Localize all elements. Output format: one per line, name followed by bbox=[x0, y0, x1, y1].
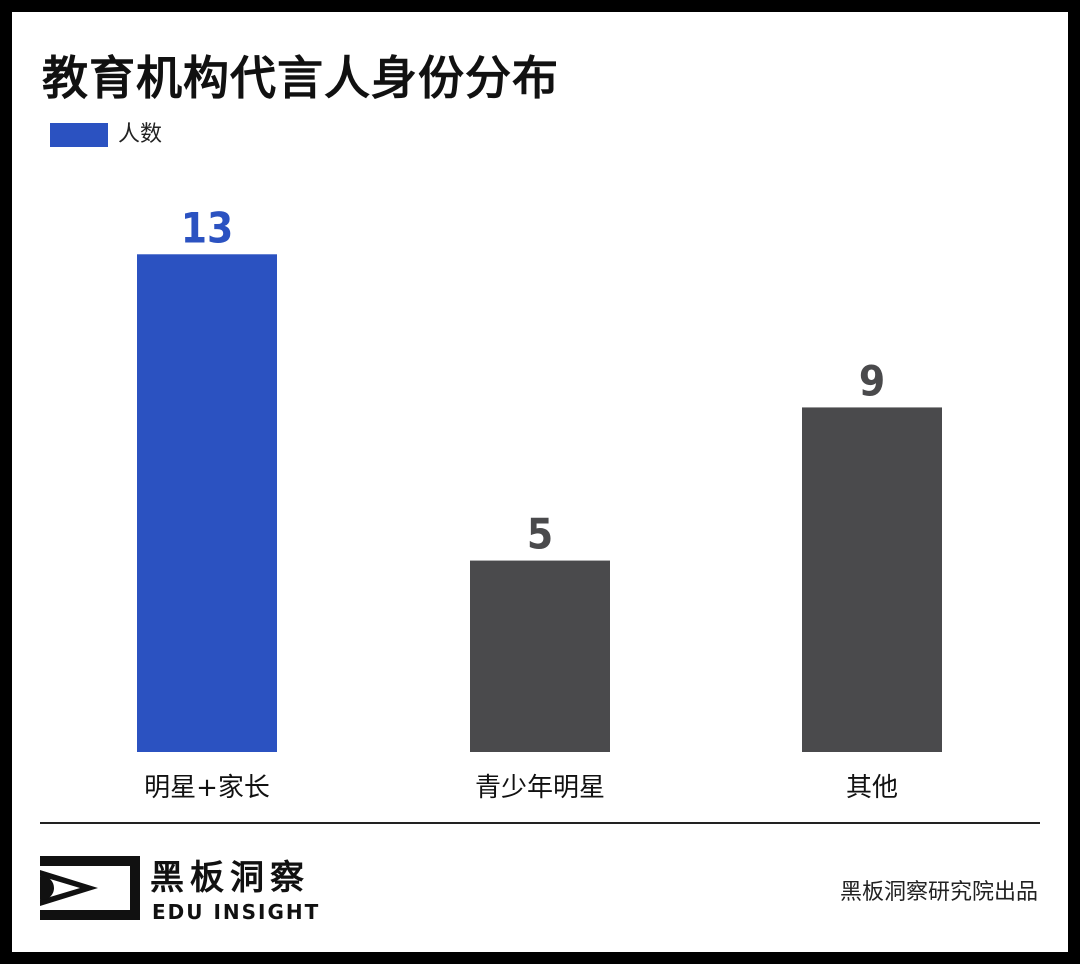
bar-chart: 13 明星+家长 5 青少年明星 9 其他 bbox=[137, 203, 942, 803]
brand-name-cn: 黑板洞察 bbox=[150, 858, 310, 898]
x-tick-label-1: 明星+家长 bbox=[144, 773, 270, 803]
x-tick-label-2: 青少年明星 bbox=[475, 773, 605, 803]
x-tick-label-3: 其他 bbox=[846, 773, 898, 803]
chart-card: 教育机构代言人身份分布 人数 13 明星+家长 5 青少年明星 9 其他 黑板洞察 EDU… bbox=[12, 12, 1068, 952]
bar-3 bbox=[802, 407, 942, 752]
bar-1 bbox=[137, 254, 277, 752]
bar-2 bbox=[470, 560, 610, 752]
brand-name-en: EDU INSIGHT bbox=[152, 900, 321, 924]
data-label-2: 5 bbox=[527, 510, 553, 559]
legend-label: 人数 bbox=[118, 122, 163, 147]
legend-swatch bbox=[50, 123, 108, 147]
chart-title: 教育机构代言人身份分布 bbox=[42, 51, 559, 105]
brand-logo: 黑板洞察 EDU INSIGHT bbox=[40, 850, 340, 930]
data-label-1: 13 bbox=[181, 203, 234, 252]
footer-credit: 黑板洞察研究院出品 bbox=[839, 880, 1038, 905]
eye-logo-icon bbox=[40, 856, 140, 920]
data-label-3: 9 bbox=[859, 356, 885, 405]
footer-divider bbox=[40, 822, 1040, 824]
